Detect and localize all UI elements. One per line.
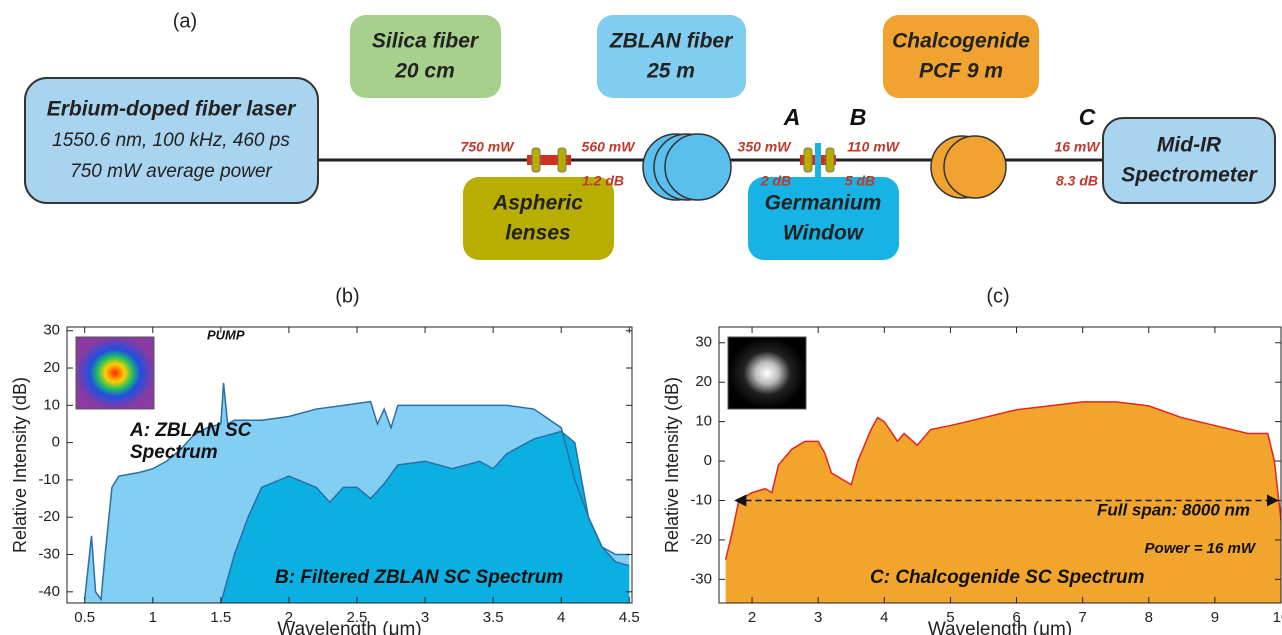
x-tick-label: 4.5 (619, 609, 640, 626)
x-tick-label: 4 (557, 609, 565, 626)
node-label: Erbium-doped fiber laser (47, 98, 297, 121)
window-box (748, 177, 899, 260)
y-tick-label: -30 (690, 570, 712, 587)
node-label: 750 mW average power (70, 161, 272, 182)
y-axis-title: Relative Intensity (dB) (10, 377, 30, 553)
x-tick-label: 2 (748, 609, 756, 626)
node-label: Germanium (765, 192, 882, 215)
power-label: 350 mW (738, 139, 793, 155)
series-line (724, 401, 1282, 560)
y-tick-label: -40 (38, 583, 60, 600)
y-tick-label: 20 (43, 359, 60, 376)
inset-image (75, 336, 155, 410)
node-label: Window (783, 222, 865, 245)
annotation: Power = 16 mW (1145, 540, 1257, 557)
node-label: Silica fiber (372, 30, 480, 53)
node-label: Mid-IR (1157, 134, 1222, 157)
series-label: C: Chalcogenide SC Spectrum (870, 567, 1145, 588)
x-tick-label: 4 (880, 609, 888, 626)
lenses-box (463, 177, 614, 260)
node-label: Spectrometer (1121, 164, 1258, 187)
x-tick-label: 3 (814, 609, 822, 626)
series-label: B: Filtered ZBLAN SC Spectrum (275, 567, 564, 588)
panel-label: (a) (173, 10, 197, 32)
loss-label: 1.2 dB (582, 173, 624, 189)
spectrometer-box (1102, 117, 1276, 204)
point-label: A (783, 104, 801, 130)
x-tick-label: 8 (1145, 609, 1153, 626)
plot-frame (718, 326, 1282, 604)
y-tick-label: -30 (38, 545, 60, 562)
x-axis-title: Wavelength (μm) (928, 619, 1072, 635)
annotation: Full span: 8000 nm (1097, 500, 1250, 519)
series-label-box: A: ZBLAN SC Spectrum (130, 420, 252, 463)
x-tick-label: 2 (285, 609, 293, 626)
power-label: 110 mW (847, 139, 901, 155)
y-axis-title: Relative Intensity (dB) (662, 377, 682, 553)
x-tick-label: 1.5 (210, 609, 231, 626)
x-tick-label: 9 (1211, 609, 1219, 626)
node-label: ZBLAN fiber (609, 30, 734, 53)
x-tick-label: 5 (946, 609, 954, 626)
y-tick-label: 30 (43, 322, 60, 339)
annotation: PUMP (207, 327, 245, 342)
laser-box (24, 77, 319, 204)
loss-label: 5 dB (845, 173, 875, 189)
node-label: lenses (505, 222, 570, 245)
series-label-box: B: Filtered ZBLAN SC Spectrum (275, 567, 564, 588)
power-label: 560 mW (582, 139, 637, 155)
optics (527, 133, 1007, 201)
x-tick-label: 7 (1078, 609, 1086, 626)
node-label: 20 cm (394, 60, 455, 83)
point-label: C (1079, 104, 1096, 130)
series-line (83, 382, 630, 602)
x-axis-title: Wavelength (μm) (277, 619, 421, 635)
node-label: Aspheric (492, 192, 583, 215)
power-label: 750 mW (461, 139, 516, 155)
y-tick-label: 30 (695, 334, 712, 351)
y-tick-label: -20 (38, 508, 60, 525)
area-fill (220, 431, 630, 603)
series-label-box: C: Chalcogenide SC Spectrum (870, 567, 1145, 588)
x-tick-label: 3 (421, 609, 429, 626)
y-tick-label: 0 (704, 452, 712, 469)
chalcogenide-box (883, 15, 1039, 98)
loss-label: 2 dB (760, 173, 791, 189)
node-label: 1550.6 nm, 100 kHz, 460 ps (52, 130, 290, 151)
y-tick-label: 10 (695, 413, 712, 430)
y-tick-label: 20 (695, 373, 712, 390)
node-label: PCF 9 m (919, 60, 1003, 83)
loss-label: 8.3 dB (1056, 173, 1098, 189)
chart-title: (b) (335, 285, 359, 307)
y-tick-label: -10 (38, 471, 60, 488)
x-tick-label: 3.5 (483, 609, 504, 626)
series-label: A: ZBLAN SC Spectrum (130, 420, 252, 463)
y-tick-label: 10 (43, 396, 60, 413)
x-tick-label: 10 (1273, 609, 1282, 626)
node-label: 25 m (646, 60, 695, 83)
x-tick-label: 2.5 (347, 609, 368, 626)
x-tick-label: 1 (149, 609, 157, 626)
x-tick-label: 0.5 (74, 609, 95, 626)
series-line (220, 430, 630, 604)
inset-image (727, 336, 807, 410)
y-tick-label: 0 (52, 434, 60, 451)
point-label: B (850, 104, 867, 130)
node-label: Chalcogenide (892, 30, 1030, 53)
y-tick-label: -10 (690, 491, 712, 508)
power-label: 16 mW (1054, 139, 1101, 155)
y-tick-label: -20 (690, 531, 712, 548)
silica-box (350, 15, 501, 98)
plot-frame (66, 326, 633, 604)
x-tick-label: 6 (1012, 609, 1020, 626)
zblan-box (597, 15, 746, 98)
chart-title: (c) (986, 285, 1009, 307)
